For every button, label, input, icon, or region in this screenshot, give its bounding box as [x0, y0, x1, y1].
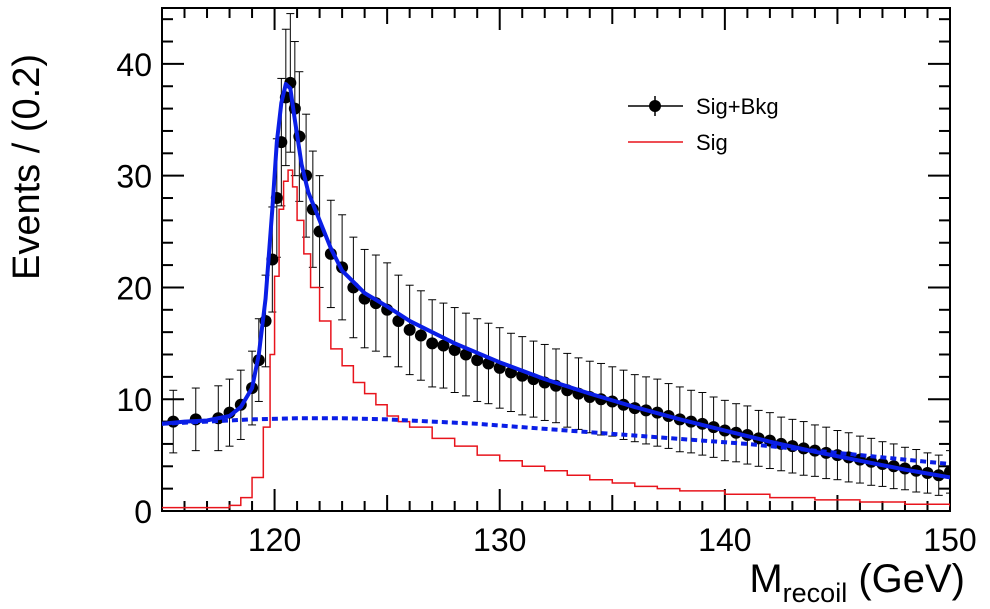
data-point [437, 339, 450, 352]
x-tick-label: 130 [473, 522, 526, 558]
plot-frame [161, 7, 951, 512]
background-curve [162, 416, 950, 467]
x-tick-label: 150 [923, 522, 976, 558]
data-point [448, 344, 461, 357]
data-point [414, 329, 427, 342]
y-tick-label: 0 [134, 494, 152, 530]
y-tick-label: 20 [116, 270, 152, 306]
legend: Sig+Bkg Sig [628, 94, 779, 155]
y-tick-label: 30 [116, 159, 152, 195]
x-tick-label: 120 [248, 522, 301, 558]
y-axis-label: Events / (0.2) [6, 54, 48, 280]
y-tick-label: 10 [116, 382, 152, 418]
data-point [403, 323, 416, 336]
y-axis-label-wrap: Events / (0.2) [6, 0, 80, 300]
x-axis-label: Mrecoil (GeV) [749, 557, 965, 609]
x-axis-label-unit: (GeV) [847, 557, 965, 601]
x-tick-label: 140 [698, 522, 751, 558]
x-axis-label-sub: recoil [782, 578, 848, 608]
plot-area: 120 130 140 150 0 10 20 30 40 [116, 7, 977, 558]
data-point [426, 337, 439, 350]
data-point [471, 354, 484, 367]
y-tick-label: 40 [116, 47, 152, 83]
legend-sigbkg-label: Sig+Bkg [696, 94, 779, 119]
plot-inner [162, 13, 950, 509]
x-axis-label-main: M [749, 557, 783, 601]
legend-sigbkg-marker [649, 100, 661, 112]
fit-curve [162, 82, 950, 480]
sig-histogram [162, 169, 950, 509]
legend-sig-label: Sig [696, 130, 728, 155]
